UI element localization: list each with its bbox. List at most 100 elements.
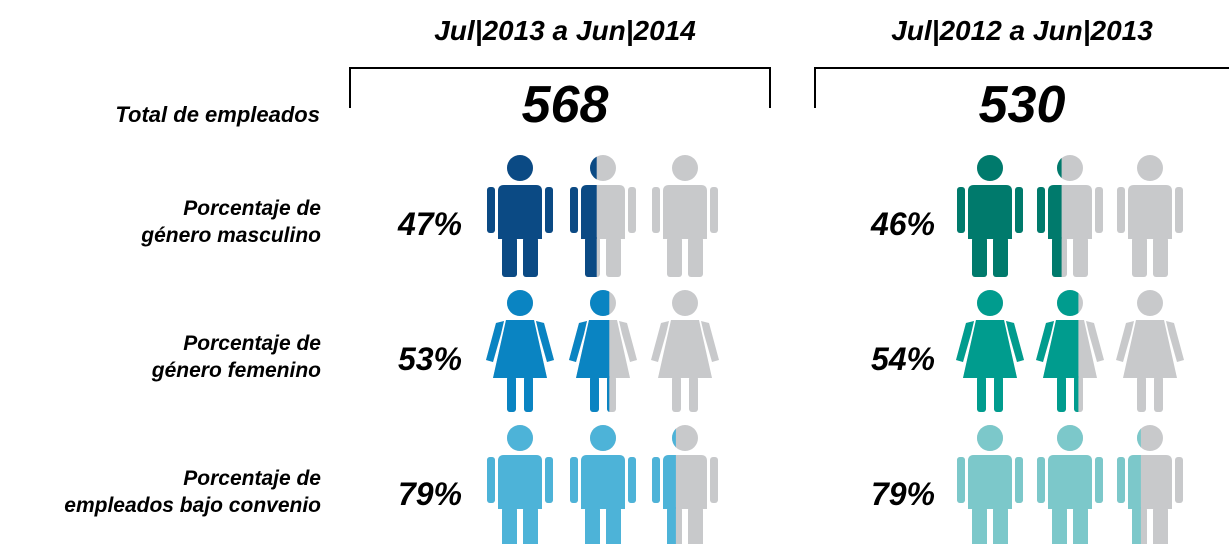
person-empty-part (1086, 321, 1104, 362)
person-filled-part (590, 376, 599, 412)
person-filled-part (523, 507, 538, 544)
bracket (814, 67, 1229, 108)
person-empty-part (710, 457, 718, 503)
person-empty-part (1137, 155, 1163, 181)
person-filled-part (1057, 376, 1066, 412)
person-filled-part (498, 455, 542, 509)
person-empty-part (672, 376, 681, 412)
person-empty-part (672, 155, 698, 181)
person-filled-part (1128, 455, 1141, 509)
person-filled-part (957, 457, 965, 503)
person-empty-part (1095, 187, 1103, 233)
person-filled-part (581, 185, 597, 239)
person-filled-part (957, 187, 965, 233)
person-empty-part (1132, 237, 1147, 277)
person-icon (1116, 290, 1184, 412)
total-label: Total de empleados (115, 102, 320, 127)
percent-label: 47% (397, 206, 462, 242)
person-empty-part (701, 321, 719, 362)
person-filled-part (590, 156, 597, 180)
person-filled-part (585, 237, 597, 277)
person-empty-part (1117, 187, 1125, 233)
person-filled-part (569, 321, 587, 362)
person-empty-part (1175, 457, 1183, 503)
person-filled-part (972, 507, 987, 544)
person-icon (956, 290, 1024, 412)
person-icon (487, 155, 553, 277)
person-icon (570, 155, 636, 277)
person-filled-part (972, 237, 987, 277)
person-icon (652, 155, 718, 277)
person-icon (957, 155, 1023, 277)
person-empty-part (1154, 376, 1163, 412)
person-filled-part (524, 376, 533, 412)
person-filled-part (507, 425, 533, 451)
person-filled (957, 155, 1023, 277)
person-empty-part (672, 290, 698, 316)
person-filled-part (523, 237, 538, 277)
person-filled-part (963, 320, 1017, 378)
percent-label: 53% (398, 341, 462, 377)
person-filled-part (585, 507, 600, 544)
percent-label: 79% (398, 476, 462, 512)
person-filled-part (993, 507, 1008, 544)
person-filled-part (1036, 321, 1054, 362)
person-filled (487, 425, 553, 544)
person-filled-part (545, 457, 553, 503)
person-icon (1036, 290, 1104, 412)
person-filled-part (968, 185, 1012, 239)
row-label: Porcentaje de género femenino (151, 332, 321, 382)
person-empty-part (619, 321, 637, 362)
person-filled-part (570, 187, 578, 233)
bracket (349, 67, 771, 108)
person-empty-part (1073, 237, 1088, 277)
person-filled-part (507, 376, 516, 412)
person-empty-part (689, 376, 698, 412)
person-empty-part (1123, 320, 1177, 378)
total-value: 568 (522, 76, 609, 134)
person-empty-part (667, 237, 682, 277)
person-filled-part (1037, 187, 1045, 233)
person-filled-part (1095, 457, 1103, 503)
person-filled-part (487, 187, 495, 233)
percent-label: 46% (870, 206, 935, 242)
person-filled-part (507, 155, 533, 181)
person-icon (651, 290, 719, 412)
person-icon (487, 425, 553, 544)
person-filled-part (1052, 507, 1067, 544)
person-empty-part (1137, 376, 1146, 412)
person-filled (569, 290, 610, 412)
person-empty-part (663, 185, 707, 239)
person-filled-part (507, 290, 533, 316)
person-filled-part (652, 457, 660, 503)
person-icon (1117, 425, 1183, 544)
person-filled-part (977, 155, 1003, 181)
person-empty-part (688, 237, 703, 277)
person-empty (651, 290, 719, 412)
person-filled-part (1137, 428, 1141, 448)
person-filled-part (493, 320, 547, 378)
row-label: Porcentaje de empleados bajo convenio (64, 467, 321, 517)
person-filled-part (486, 321, 504, 362)
person-filled-part (977, 290, 1003, 316)
person-filled-part (581, 455, 625, 509)
person-filled (1037, 158, 1062, 277)
person-filled-part (993, 237, 1008, 277)
person-filled-part (545, 187, 553, 233)
person-empty-part (628, 187, 636, 233)
person-filled-part (994, 376, 1003, 412)
person-empty-part (1057, 155, 1083, 181)
person-icon (570, 425, 636, 544)
person-icon (1037, 425, 1103, 544)
row-label: Porcentaje de género masculino (141, 197, 321, 247)
person-filled-part (1052, 237, 1062, 277)
person-empty (652, 425, 718, 544)
person-filled-part (1015, 187, 1023, 233)
person-filled-part (1006, 321, 1024, 362)
person-filled-part (1117, 457, 1125, 503)
person-filled-part (977, 376, 986, 412)
person-filled (956, 290, 1024, 412)
person-empty-part (652, 187, 660, 233)
person-filled (957, 425, 1023, 544)
